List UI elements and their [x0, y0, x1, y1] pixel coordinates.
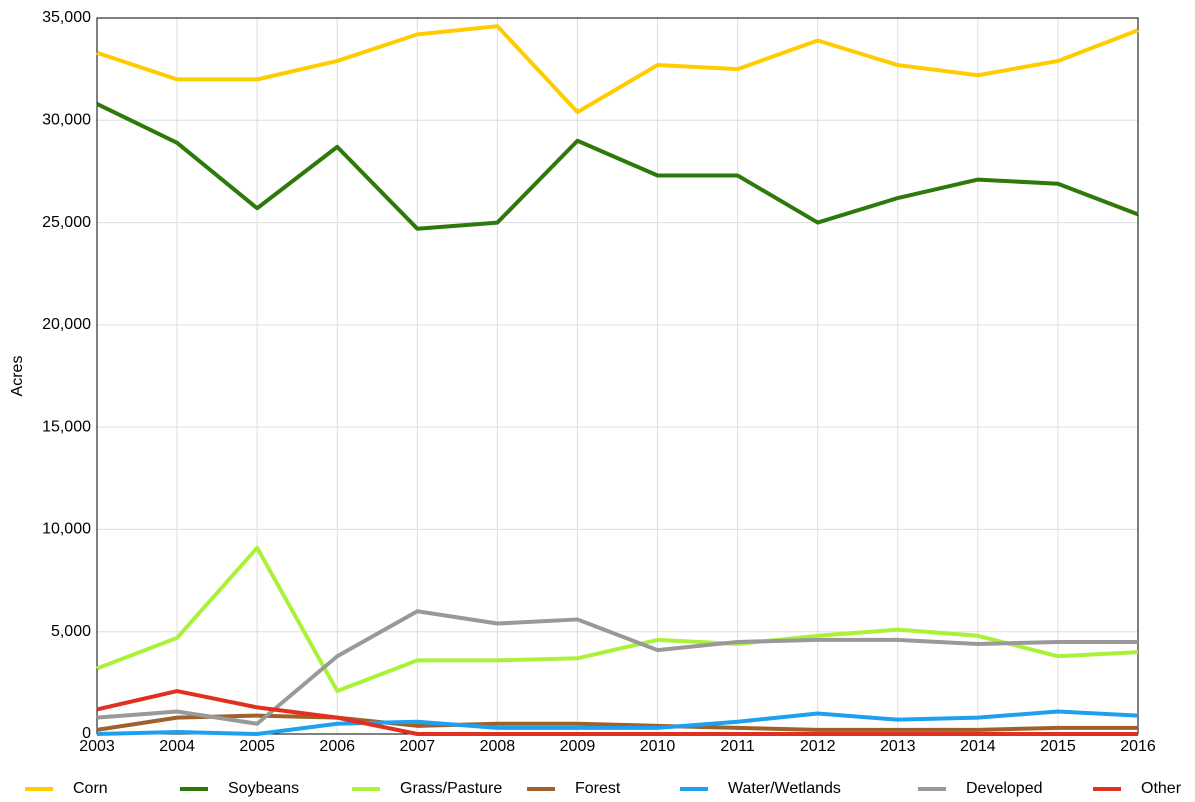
legend-label: Grass/Pasture [400, 780, 502, 797]
series-line [96, 609, 1138, 726]
y-tick-label: 15,000 [42, 418, 91, 435]
series-line [96, 709, 1139, 736]
series-line [96, 102, 1139, 231]
legend-label: Corn [73, 780, 108, 797]
x-tick-label: 2012 [800, 738, 836, 755]
legend-label: Water/Wetlands [728, 780, 841, 797]
x-tick-label: 2010 [640, 738, 676, 755]
legend-label: Forest [575, 780, 621, 797]
y-tick-label: 10,000 [42, 521, 91, 538]
y-tick-label: 20,000 [42, 316, 91, 333]
x-tick-label: 2016 [1120, 738, 1156, 755]
series-line [96, 545, 1139, 694]
legend-label: Developed [966, 780, 1043, 797]
y-tick-label: 5,000 [51, 623, 91, 640]
y-tick-label: 0 [82, 725, 91, 742]
y-tick-label: 25,000 [42, 214, 91, 231]
series-line [96, 689, 1138, 736]
plot-frame [96, 17, 1139, 735]
x-tick-label: 2009 [560, 738, 596, 755]
x-tick-label: 2003 [79, 738, 115, 755]
y-axis-label: Acres [9, 356, 26, 397]
x-tick-label: 2014 [960, 738, 996, 755]
x-tick-label: 2008 [480, 738, 516, 755]
x-tick-label: 2015 [1040, 738, 1076, 755]
x-tick-label: 2006 [319, 738, 355, 755]
x-tick-label: 2011 [720, 738, 755, 755]
x-tick-label: 2013 [880, 738, 916, 755]
x-tick-label: 2005 [239, 738, 275, 755]
y-tick-label: 35,000 [42, 9, 91, 26]
legend-label: Other [1141, 780, 1182, 797]
legend-label: Soybeans [228, 780, 299, 797]
series-line [96, 24, 1139, 115]
x-tick-label: 2007 [400, 738, 436, 755]
x-tick-label: 2004 [159, 738, 195, 755]
y-tick-label: 30,000 [42, 112, 91, 129]
series-line [96, 713, 1138, 732]
